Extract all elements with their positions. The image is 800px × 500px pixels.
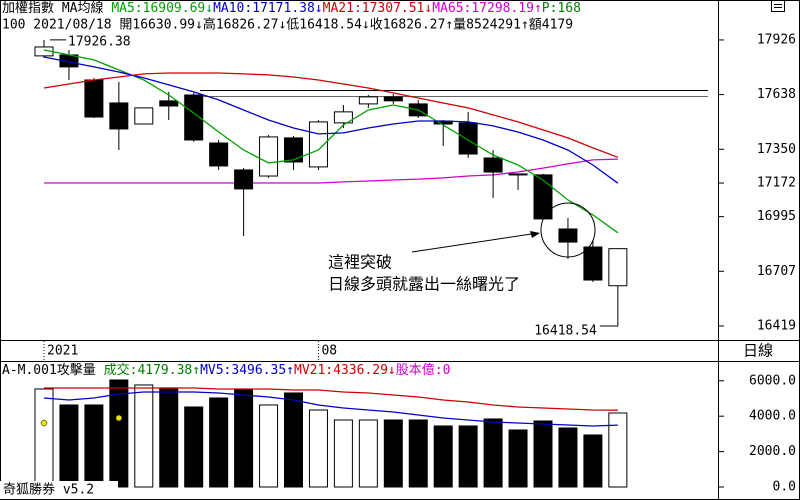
- volume-bar: [34, 388, 54, 488]
- candle-body: [184, 94, 204, 141]
- legend-entry: P:168: [542, 1, 581, 16]
- y-tick-label: 4000.0: [749, 409, 796, 424]
- volume-bar: [558, 427, 578, 488]
- candle-body: [383, 96, 403, 102]
- axes: 17926 17638 17350 17172 16995 16707 16419 2021 0…: [43, 32, 796, 494]
- volume-bar: [109, 379, 129, 488]
- legend-entry: MA5:16909.69↓: [111, 1, 213, 16]
- volume-bar: [358, 419, 378, 488]
- x-tick-label: 2021: [47, 344, 78, 359]
- volume-bar: [84, 404, 104, 488]
- legend-line: 加權指數 MA均線 MA5:16909.69↓MA10:17171.38↓MA2…: [2, 0, 581, 16]
- volume-bar: [508, 429, 528, 488]
- annotation-arrow: [411, 232, 539, 253]
- footer: 奇狐勝券 v5.2: [3, 482, 94, 498]
- candle-body: [608, 248, 628, 287]
- volume-bar: [184, 406, 204, 488]
- y-tick-label: 16707: [757, 264, 796, 279]
- window-icon[interactable]: [771, 0, 785, 12]
- legend-entry: MV5:3496.35↑: [200, 363, 294, 378]
- signal-dot: [40, 419, 48, 427]
- volume-bar: [234, 389, 254, 488]
- candle-body: [209, 142, 229, 167]
- volume-bar: [159, 387, 179, 488]
- legend-entry: A-M.001攻擊量: [2, 362, 96, 378]
- legend-entry: MA10:17171.38↓: [213, 1, 323, 16]
- candle-body: [333, 111, 353, 124]
- y-tick-label: 0.0: [773, 479, 796, 494]
- volume-bar: [308, 409, 328, 488]
- low-label: 16418.54: [534, 324, 597, 339]
- volume-bar: [533, 420, 553, 488]
- header-bg: [1, 362, 561, 378]
- volume-bar: [284, 392, 303, 488]
- volume-bar: [583, 434, 603, 488]
- volume-bar: [259, 404, 279, 488]
- legend-entry: MA21:17307.51↓: [323, 1, 433, 16]
- volume-bar: [134, 384, 154, 488]
- volume-bar: [608, 412, 628, 488]
- legend-entry: 股本億:0: [396, 362, 451, 378]
- ma-line: [44, 387, 618, 411]
- candle-body: [109, 102, 129, 130]
- y-tick-label: 17638: [757, 87, 796, 102]
- info-line: 100 2021/08/18 開16630.99↓高16826.27↓低1641…: [2, 17, 573, 33]
- x-tick-label: 08: [321, 344, 337, 359]
- ma-line: [43, 391, 618, 427]
- legend-entry: 加權指數 MA均線: [2, 0, 103, 16]
- headers: 加權指數 MA均線 MA5:16909.69↓MA10:17171.38↓MA2…: [1, 0, 718, 378]
- candle-body: [84, 79, 104, 118]
- candle-body: [159, 100, 179, 107]
- period-label: 日線: [743, 342, 773, 360]
- y-tick-label: 16419: [757, 318, 796, 333]
- volume-bar: [408, 419, 428, 488]
- legend-entry: 成交:4179.38↑: [104, 362, 200, 378]
- ma-line: [44, 158, 618, 184]
- candle-body: [458, 122, 478, 155]
- candle-body: [483, 157, 503, 173]
- candle-body: [234, 169, 254, 190]
- candle-body: [259, 136, 279, 177]
- annotation-text: 這裡突破: [328, 253, 392, 272]
- annotation-arrowhead: [530, 231, 540, 238]
- volume-panel: [34, 379, 628, 488]
- candle-body: [533, 174, 553, 220]
- volume-bar: [433, 425, 453, 488]
- y-tick-label: 17172: [757, 176, 796, 191]
- legend-line: A-M.001攻擊量 成交:4179.38↑MV5:3496.35↑MV21:4…: [2, 362, 450, 378]
- y-tick-label: 17350: [757, 142, 796, 157]
- candle-body: [134, 107, 154, 125]
- volume-bar: [333, 419, 353, 488]
- candle-body: [508, 173, 528, 176]
- candle-body: [284, 137, 303, 163]
- ma-line: [43, 49, 619, 234]
- annotation-text: 日線多頭就露出一絲曙光了: [328, 275, 520, 294]
- y-tick-label: 6000.0: [749, 373, 796, 388]
- volume-bar: [458, 425, 478, 488]
- candle-body: [583, 246, 603, 281]
- volume-bar: [383, 419, 403, 488]
- legend-entry: MA65:17298.19↑: [432, 1, 542, 16]
- y-tick-label: 16995: [757, 209, 796, 224]
- header-bg: [1, 1, 718, 32]
- volume-bar: [209, 397, 229, 488]
- ma-line: [43, 72, 619, 158]
- signal-dot: [115, 414, 123, 422]
- high-label: 17926.38: [68, 34, 131, 49]
- candle-body: [358, 96, 378, 105]
- volume-bar: [59, 404, 79, 488]
- y-tick-label: 17926: [757, 32, 796, 47]
- ma-line: [43, 56, 619, 184]
- footer-bg: [0, 481, 118, 499]
- legend-entry: MV21:4336.29↓: [294, 363, 396, 378]
- volume-bar: [483, 418, 503, 488]
- y-tick-label: 2000.0: [749, 444, 796, 459]
- annotation-circle: [540, 202, 596, 258]
- candle-body: [558, 228, 578, 243]
